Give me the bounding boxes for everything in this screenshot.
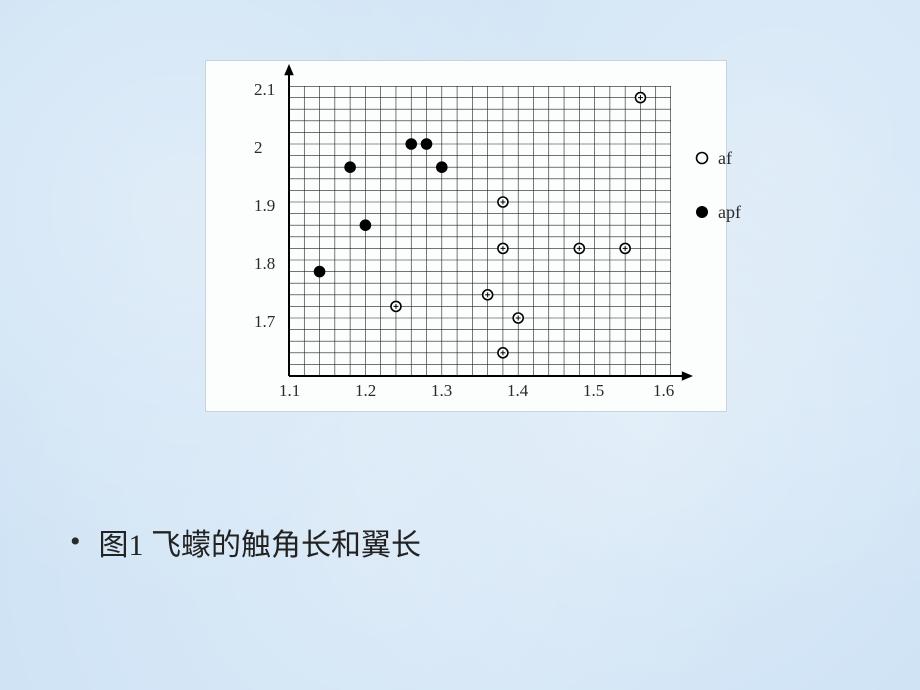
y-tick-2.0: 2 [254,138,263,158]
x-tick-1.3: 1.3 [431,381,452,401]
legend-item-apf: apf [694,203,741,221]
scatter-plot [289,86,671,376]
x-tick-1.2: 1.2 [355,381,376,401]
y-tick-1.9: 1.9 [254,196,275,216]
x-tick-1.6: 1.6 [653,381,674,401]
x-tick-1.5: 1.5 [583,381,604,401]
legend: af apf [694,149,741,257]
plot-area [289,86,671,376]
y-tick-2.1: 2.1 [254,80,275,100]
chart-panel: 2.1 2 1.9 1.8 1.7 1.1 1.2 1.3 1.4 1.5 1.… [205,60,727,412]
caption-text: 图1 飞蠓的触角长和翼长 [99,520,422,564]
x-tick-1.1: 1.1 [279,381,300,401]
open-circle-icon [694,150,710,166]
legend-item-af: af [694,149,741,167]
legend-label-af: af [718,149,732,167]
legend-label-apf: apf [718,203,741,221]
y-tick-1.7: 1.7 [254,312,275,332]
x-tick-1.4: 1.4 [507,381,528,401]
y-tick-1.8: 1.8 [254,254,275,274]
figure-caption: • 图1 飞蠓的触角长和翼长 [70,520,421,564]
filled-circle-icon [694,204,710,220]
bullet-icon: • [70,527,81,557]
